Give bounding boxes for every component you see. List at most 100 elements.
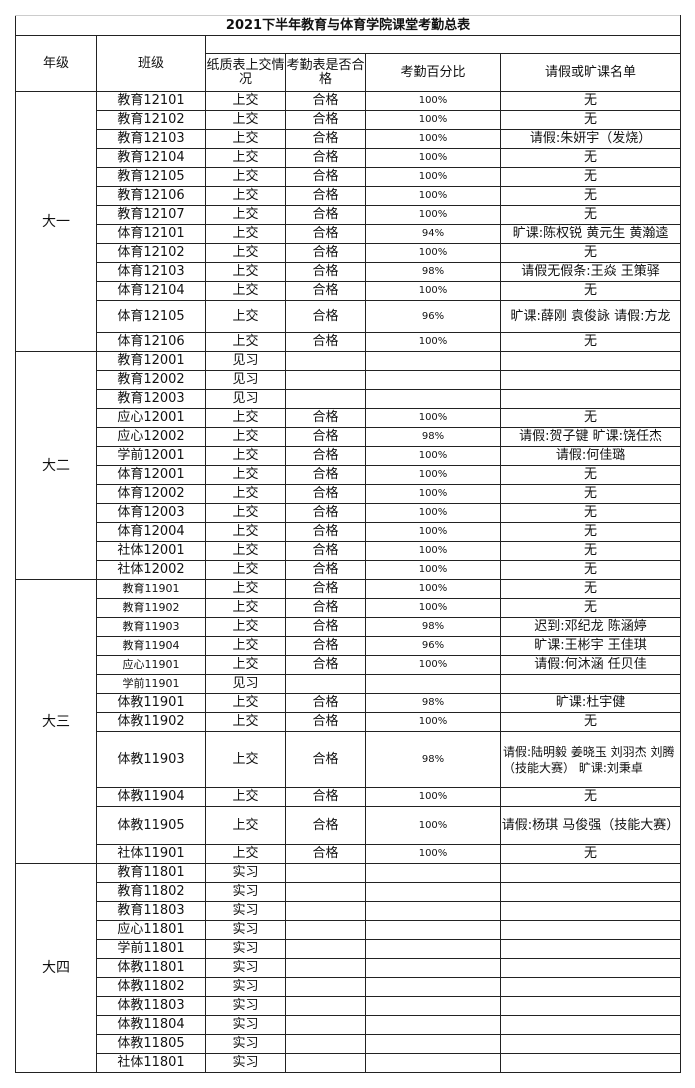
class-name: 体教11904 — [96, 787, 206, 807]
attendance-percent: 100% — [365, 408, 501, 428]
paper-status: 上交 — [205, 655, 286, 675]
table-row: 大三 教育11901 上交 合格 100% 无 — [15, 579, 682, 864]
paper-status: 见习 — [205, 351, 286, 371]
paper-status: 上交 — [205, 560, 286, 580]
class-name: 教育11902 — [96, 598, 206, 618]
table-row: 学前11901 见习 — [16, 674, 682, 694]
qualified-status — [285, 901, 366, 921]
attendance-percent — [365, 996, 501, 1016]
table-row: 应心11801 实习 — [16, 920, 682, 940]
table-row: 体育12106 上交 合格 100% 无 — [16, 332, 682, 352]
qualified-status: 合格 — [285, 427, 366, 447]
class-name: 教育11801 — [96, 863, 206, 883]
table-row: 应心11901 上交 合格 100% 请假:何沐涵 任贝佳 — [16, 655, 682, 675]
table-row: 教育12003 见习 — [16, 389, 682, 409]
paper-status: 实习 — [205, 996, 286, 1016]
table-row: 教育12107 上交 合格 100% 无 — [16, 205, 682, 225]
class-name: 教育11903 — [96, 617, 206, 637]
table-row: 体教11803 实习 — [16, 996, 682, 1016]
qualified-status — [285, 370, 366, 390]
paper-status: 见习 — [205, 674, 286, 694]
attendance-percent — [365, 1015, 501, 1035]
table-row: 体育12101 上交 合格 94% 旷课:陈权锐 黄元生 黄瀚逵 — [16, 224, 682, 244]
table-row: 教育12103 上交 合格 100% 请假:朱妍宇（发烧） — [16, 129, 682, 149]
qualified-status — [285, 958, 366, 978]
paper-status: 实习 — [205, 1034, 286, 1054]
class-name: 社体11801 — [96, 1053, 206, 1073]
absence-list: 请假:朱妍宇（发烧） — [499, 129, 682, 149]
absence-list: 迟到:邓纪龙 陈涵婷 — [499, 617, 682, 637]
class-name: 学前12001 — [96, 446, 206, 466]
table-row: 体教11904 上交 合格 100% 无 — [16, 787, 682, 807]
paper-status: 实习 — [205, 920, 286, 940]
header-grade: 年级 — [15, 35, 97, 92]
absence-list: 旷课:王彬宇 王佳琪 — [499, 636, 682, 656]
paper-status: 上交 — [205, 522, 286, 542]
qualified-status: 合格 — [285, 579, 366, 599]
header-class: 班级 — [96, 35, 206, 92]
attendance-percent — [365, 977, 501, 997]
paper-status: 实习 — [205, 939, 286, 959]
attendance-percent — [365, 351, 501, 371]
class-name: 体育12105 — [96, 300, 206, 333]
qualified-status: 合格 — [285, 541, 366, 561]
class-name: 应心11801 — [96, 920, 206, 940]
qualified-status: 合格 — [285, 522, 366, 542]
table-row: 教育11802 实习 — [16, 882, 682, 902]
table-row: 体育12103 上交 合格 98% 请假无假条:王焱 王策驿 — [16, 262, 682, 282]
class-name: 体教11805 — [96, 1034, 206, 1054]
qualified-status — [285, 996, 366, 1016]
class-name: 体育12103 — [96, 262, 206, 282]
qualified-status: 合格 — [285, 224, 366, 244]
absence-list: 无 — [499, 503, 682, 523]
attendance-percent — [365, 863, 501, 883]
absence-list — [499, 996, 682, 1016]
paper-status: 上交 — [205, 579, 286, 599]
class-name: 教育12103 — [96, 129, 206, 149]
qualified-status — [285, 863, 366, 883]
qualified-status: 合格 — [285, 617, 366, 637]
attendance-percent: 94% — [365, 224, 501, 244]
class-name: 教育11901 — [96, 579, 206, 599]
attendance-percent: 100% — [365, 91, 501, 111]
attendance-percent: 100% — [365, 598, 501, 618]
paper-status: 上交 — [205, 300, 286, 333]
paper-status: 上交 — [205, 129, 286, 149]
attendance-percent: 96% — [365, 300, 501, 333]
attendance-percent — [365, 958, 501, 978]
absence-list — [499, 1053, 682, 1073]
attendance-percent: 100% — [365, 712, 501, 732]
absence-list: 请假:贺子键 旷课:饶任杰 — [499, 427, 682, 447]
absence-list — [499, 351, 682, 371]
table-row: 教育12002 见习 — [16, 370, 682, 390]
class-name: 教育12101 — [96, 91, 206, 111]
absence-list — [499, 863, 682, 883]
paper-status: 上交 — [205, 712, 286, 732]
qualified-status: 合格 — [285, 110, 366, 130]
paper-status: 上交 — [205, 541, 286, 561]
table-row: 体育12104 上交 合格 100% 无 — [16, 281, 682, 301]
absence-list: 无 — [499, 522, 682, 542]
paper-status: 上交 — [205, 281, 286, 301]
attendance-percent: 100% — [365, 806, 501, 845]
attendance-percent — [365, 882, 501, 902]
qualified-status: 合格 — [285, 636, 366, 656]
class-name: 教育12102 — [96, 110, 206, 130]
absence-list: 请假无假条:王焱 王策驿 — [499, 262, 682, 282]
attendance-percent — [365, 939, 501, 959]
absence-list: 无 — [499, 560, 682, 580]
attendance-percent: 100% — [365, 787, 501, 807]
table-row: 应心12002 上交 合格 98% 请假:贺子键 旷课:饶任杰 — [16, 427, 682, 447]
table-row: 体教11902 上交 合格 100% 无 — [16, 712, 682, 732]
absence-list: 无 — [499, 465, 682, 485]
qualified-status — [285, 351, 366, 371]
paper-status: 上交 — [205, 465, 286, 485]
paper-status: 实习 — [205, 863, 286, 883]
grade-cell: 大一 — [15, 91, 97, 352]
class-name: 教育12003 — [96, 389, 206, 409]
absence-list: 无 — [499, 408, 682, 428]
qualified-status: 合格 — [285, 731, 366, 788]
absence-list: 无 — [499, 91, 682, 111]
table-row: 教育12106 上交 合格 100% 无 — [16, 186, 682, 206]
absence-list: 旷课:陈权锐 黄元生 黄瀚逵 — [499, 224, 682, 244]
